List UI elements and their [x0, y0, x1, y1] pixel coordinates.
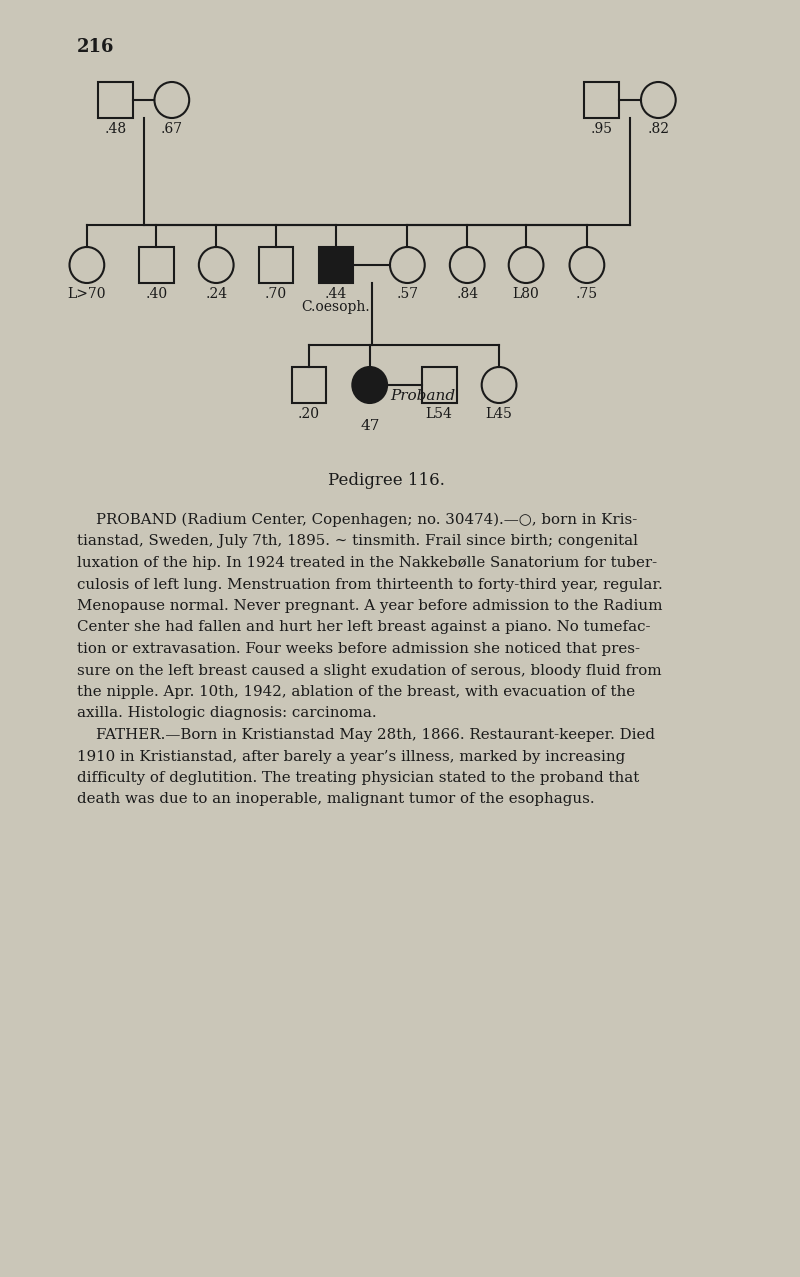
Text: PROBAND (Radium Center, Copenhagen; no. 30474).—○, born in Kris-: PROBAND (Radium Center, Copenhagen; no. … [78, 513, 638, 527]
Circle shape [352, 366, 387, 404]
Bar [291, 366, 326, 404]
Text: axilla. Histologic diagnosis: carcinoma.: axilla. Histologic diagnosis: carcinoma. [78, 706, 377, 720]
Text: luxation of the hip. In 1924 treated in the Nakkebølle Sanatorium for tuber-: luxation of the hip. In 1924 treated in … [78, 555, 658, 570]
Text: L45: L45 [486, 407, 513, 421]
Bar [258, 246, 294, 283]
Text: FATHER.—Born in Kristianstad May 28th, 1866. Restaurant-keeper. Died: FATHER.—Born in Kristianstad May 28th, 1… [78, 728, 655, 742]
Text: ․75: ․75 [576, 287, 598, 301]
Bar [584, 82, 618, 117]
Text: ․82: ․82 [647, 123, 670, 135]
Text: Proband: Proband [390, 389, 455, 404]
Bar [98, 82, 134, 117]
Text: ․67: ․67 [161, 123, 183, 135]
Text: sure on the left breast caused a slight exudation of serous, bloody fluid from: sure on the left breast caused a slight … [78, 664, 662, 678]
Text: Menopause normal. Never pregnant. A year before admission to the Radium: Menopause normal. Never pregnant. A year… [78, 599, 662, 613]
Text: Pedigree 116.: Pedigree 116. [328, 472, 445, 489]
Text: 1910 in Kristianstad, after barely a year’s illness, marked by increasing: 1910 in Kristianstad, after barely a yea… [78, 750, 626, 764]
Text: ․95: ․95 [590, 123, 612, 135]
Text: ․84: ․84 [456, 287, 478, 301]
Text: L80: L80 [513, 287, 539, 301]
Text: culosis of left lung. Menstruation from thirteenth to forty-third year, regular.: culosis of left lung. Menstruation from … [78, 577, 663, 591]
Text: difficulty of deglutition. The treating physician stated to the proband that: difficulty of deglutition. The treating … [78, 771, 639, 785]
Text: ․24: ․24 [205, 287, 227, 301]
Text: ․20: ․20 [298, 407, 320, 421]
Text: 216: 216 [78, 38, 114, 56]
Text: Center she had fallen and hurt her left breast against a piano. No tumefac-: Center she had fallen and hurt her left … [78, 621, 650, 635]
Bar [422, 366, 457, 404]
Text: tion or extravasation. Four weeks before admission she noticed that pres-: tion or extravasation. Four weeks before… [78, 642, 640, 656]
Text: 47: 47 [360, 419, 379, 433]
Text: ․40: ․40 [146, 287, 167, 301]
Text: ․48: ․48 [105, 123, 127, 135]
Text: C.oesoph.: C.oesoph. [302, 300, 370, 314]
Text: tianstad, Sweden, July 7th, 1895. ∼ tinsmith. Frail since birth; congenital: tianstad, Sweden, July 7th, 1895. ∼ tins… [78, 535, 638, 549]
Text: ․44: ․44 [325, 287, 347, 301]
Text: ․57: ․57 [396, 287, 418, 301]
Text: L54: L54 [426, 407, 453, 421]
Bar [318, 246, 354, 283]
Text: ․70: ․70 [265, 287, 287, 301]
Text: L>70: L>70 [68, 287, 106, 301]
Text: death was due to an inoperable, malignant tumor of the esophagus.: death was due to an inoperable, malignan… [78, 793, 595, 807]
Text: the nipple. Apr. 10th, 1942, ablation of the breast, with evacuation of the: the nipple. Apr. 10th, 1942, ablation of… [78, 684, 635, 699]
Bar [139, 246, 174, 283]
